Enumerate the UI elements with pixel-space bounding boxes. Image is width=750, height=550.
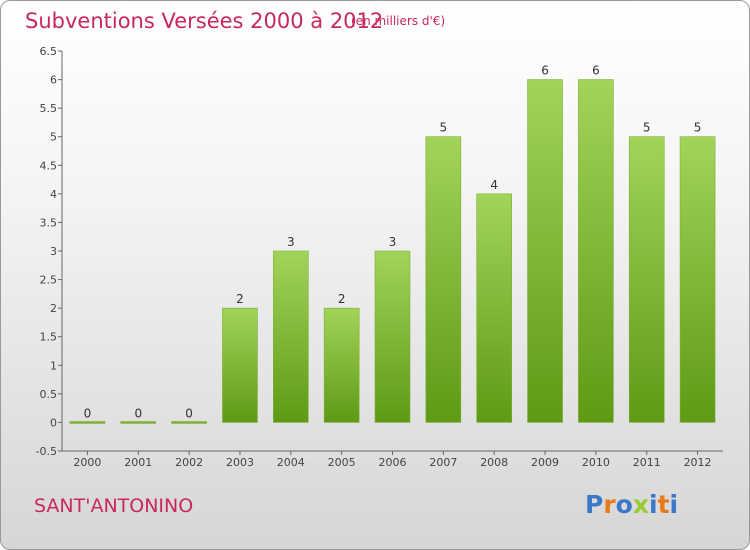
- x-tick-label-2001: 2001: [124, 456, 152, 469]
- x-tick-label-2007: 2007: [429, 456, 457, 469]
- bar-2011: [628, 136, 665, 423]
- bar-2000: [69, 421, 106, 424]
- x-tick-label-2009: 2009: [531, 456, 559, 469]
- logo-letter: i: [649, 490, 658, 519]
- y-axis-ticks: -0.5 0 0.5 1 1.5 2 2.5 3 3.5 4 4.5 5 5.5 6 6.5: [36, 45, 62, 458]
- value-label-2008: 4: [490, 178, 498, 192]
- x-tick-label-2011: 2011: [633, 456, 661, 469]
- value-label-2010: 6: [592, 64, 600, 78]
- bar-2010: [578, 79, 614, 423]
- bar-2009: [527, 79, 563, 423]
- value-label-2012: 5: [694, 121, 702, 135]
- bar-2006: [374, 250, 411, 423]
- x-tick-label-2006: 2006: [379, 456, 407, 469]
- bar-2008: [476, 193, 512, 423]
- y-tick-label: 6: [50, 74, 57, 87]
- y-tick-label: 2.5: [40, 274, 58, 287]
- y-tick-label: 0.5: [40, 388, 58, 401]
- bar-2004: [273, 250, 309, 423]
- x-tick-label-2005: 2005: [328, 456, 356, 469]
- municipality-name: SANT'ANTONINO: [34, 495, 194, 517]
- y-tick-label: 3.5: [40, 216, 58, 229]
- bar-2001: [120, 421, 157, 424]
- x-tick-label-2000: 2000: [73, 456, 101, 469]
- y-tick-label: 3: [50, 245, 57, 258]
- x-tick-label-2004: 2004: [277, 456, 305, 469]
- value-label-2005: 2: [338, 292, 346, 306]
- y-tick-label: 1.5: [40, 331, 58, 344]
- logo-letter: t: [657, 490, 670, 519]
- x-tick-label-2002: 2002: [175, 456, 203, 469]
- value-label-2004: 3: [287, 235, 295, 249]
- y-tick-label: 5.5: [40, 102, 58, 115]
- logo-letter: x: [632, 490, 649, 519]
- value-label-2009: 6: [541, 64, 549, 78]
- y-tick-label: 4: [50, 188, 57, 201]
- y-tick-label: 1: [50, 359, 57, 372]
- bar-2012: [679, 136, 716, 423]
- value-label-2000: 0: [84, 406, 92, 420]
- bar-2005: [323, 307, 360, 423]
- bars-group: 0 0 0 2 3 2 3 5 4 6 6 5 5: [69, 64, 716, 424]
- y-tick-label: 2: [50, 302, 57, 315]
- chart-title: Subventions Versées 2000 à 2012: [25, 9, 384, 33]
- value-label-2003: 2: [236, 292, 244, 306]
- value-label-2001: 0: [134, 406, 142, 420]
- x-axis-ticks: 2000 2001 2002 2003 2004 2005 2006 2007 2008 2009…: [73, 451, 712, 469]
- x-tick-label-2012: 2012: [684, 456, 712, 469]
- x-tick-label-2010: 2010: [582, 456, 610, 469]
- bar-2002: [171, 421, 207, 424]
- y-tick-label: 5: [50, 131, 57, 144]
- x-tick-label-2008: 2008: [480, 456, 508, 469]
- y-tick-label: 4.5: [40, 159, 58, 172]
- proxiti-logo[interactable]: Proxiti: [585, 490, 678, 519]
- y-tick-label: 6.5: [40, 45, 58, 58]
- x-tick-label-2003: 2003: [226, 456, 254, 469]
- value-label-2002: 0: [185, 406, 193, 420]
- bar-2007: [425, 136, 462, 423]
- value-label-2007: 5: [440, 121, 448, 135]
- chart-subtitle: (en milliers d'€): [351, 14, 446, 28]
- value-label-2006: 3: [389, 235, 397, 249]
- y-tick-label: -0.5: [36, 445, 57, 458]
- y-tick-label: 0: [50, 416, 57, 429]
- logo-letter: r: [603, 490, 616, 519]
- logo-letter: i: [669, 490, 679, 519]
- logo-letter: P: [585, 490, 604, 519]
- logo-letter: o: [615, 490, 633, 519]
- value-label-2011: 5: [643, 121, 651, 135]
- bar-2003: [222, 307, 258, 423]
